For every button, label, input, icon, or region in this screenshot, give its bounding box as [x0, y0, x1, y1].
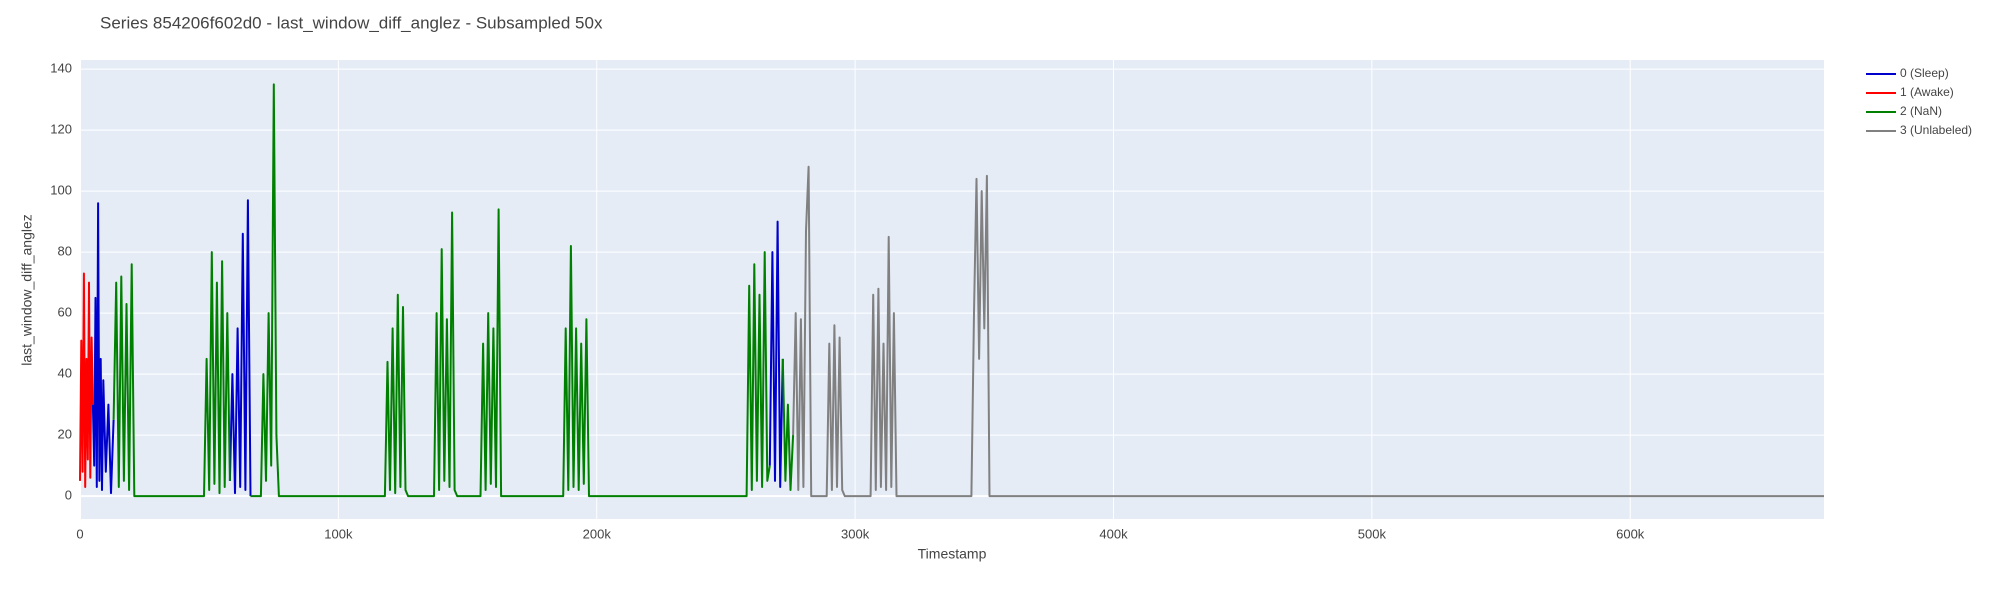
- y-tick-label: 100: [50, 183, 72, 198]
- x-tick-label: 0: [76, 526, 83, 541]
- series-line: [112, 83, 795, 498]
- x-tick-label: 600k: [1616, 526, 1645, 541]
- legend-label: 1 (Awake): [1900, 85, 1954, 99]
- series-line: [91, 199, 784, 497]
- y-tick-label: 0: [65, 488, 72, 503]
- x-tick-label: 100k: [324, 526, 353, 541]
- series-line: [792, 165, 1824, 498]
- legend-label: 0 (Sleep): [1900, 66, 1949, 80]
- chart-title: Series 854206f602d0 - last_window_diff_a…: [100, 13, 603, 32]
- y-tick-label: 80: [58, 244, 72, 259]
- x-axis-title: Timestamp: [918, 546, 987, 562]
- y-tick-label: 120: [50, 122, 72, 137]
- x-tick-label: 300k: [841, 526, 870, 541]
- series-line: [79, 272, 94, 488]
- y-tick-label: 60: [58, 305, 72, 320]
- x-tick-label: 200k: [583, 526, 612, 541]
- y-tick-label: 20: [58, 427, 72, 442]
- plot-area: [80, 60, 1824, 519]
- x-tick-label: 500k: [1358, 526, 1387, 541]
- legend-label: 3 (Unlabeled): [1900, 123, 1972, 137]
- y-axis-title: last_window_diff_anglez: [19, 214, 35, 366]
- legend-label: 2 (NaN): [1900, 104, 1942, 118]
- x-tick-label: 400k: [1099, 526, 1128, 541]
- y-tick-label: 40: [58, 366, 72, 381]
- y-tick-label: 140: [50, 61, 72, 76]
